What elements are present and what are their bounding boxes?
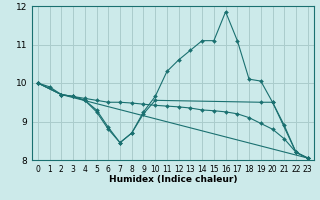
- X-axis label: Humidex (Indice chaleur): Humidex (Indice chaleur): [108, 175, 237, 184]
